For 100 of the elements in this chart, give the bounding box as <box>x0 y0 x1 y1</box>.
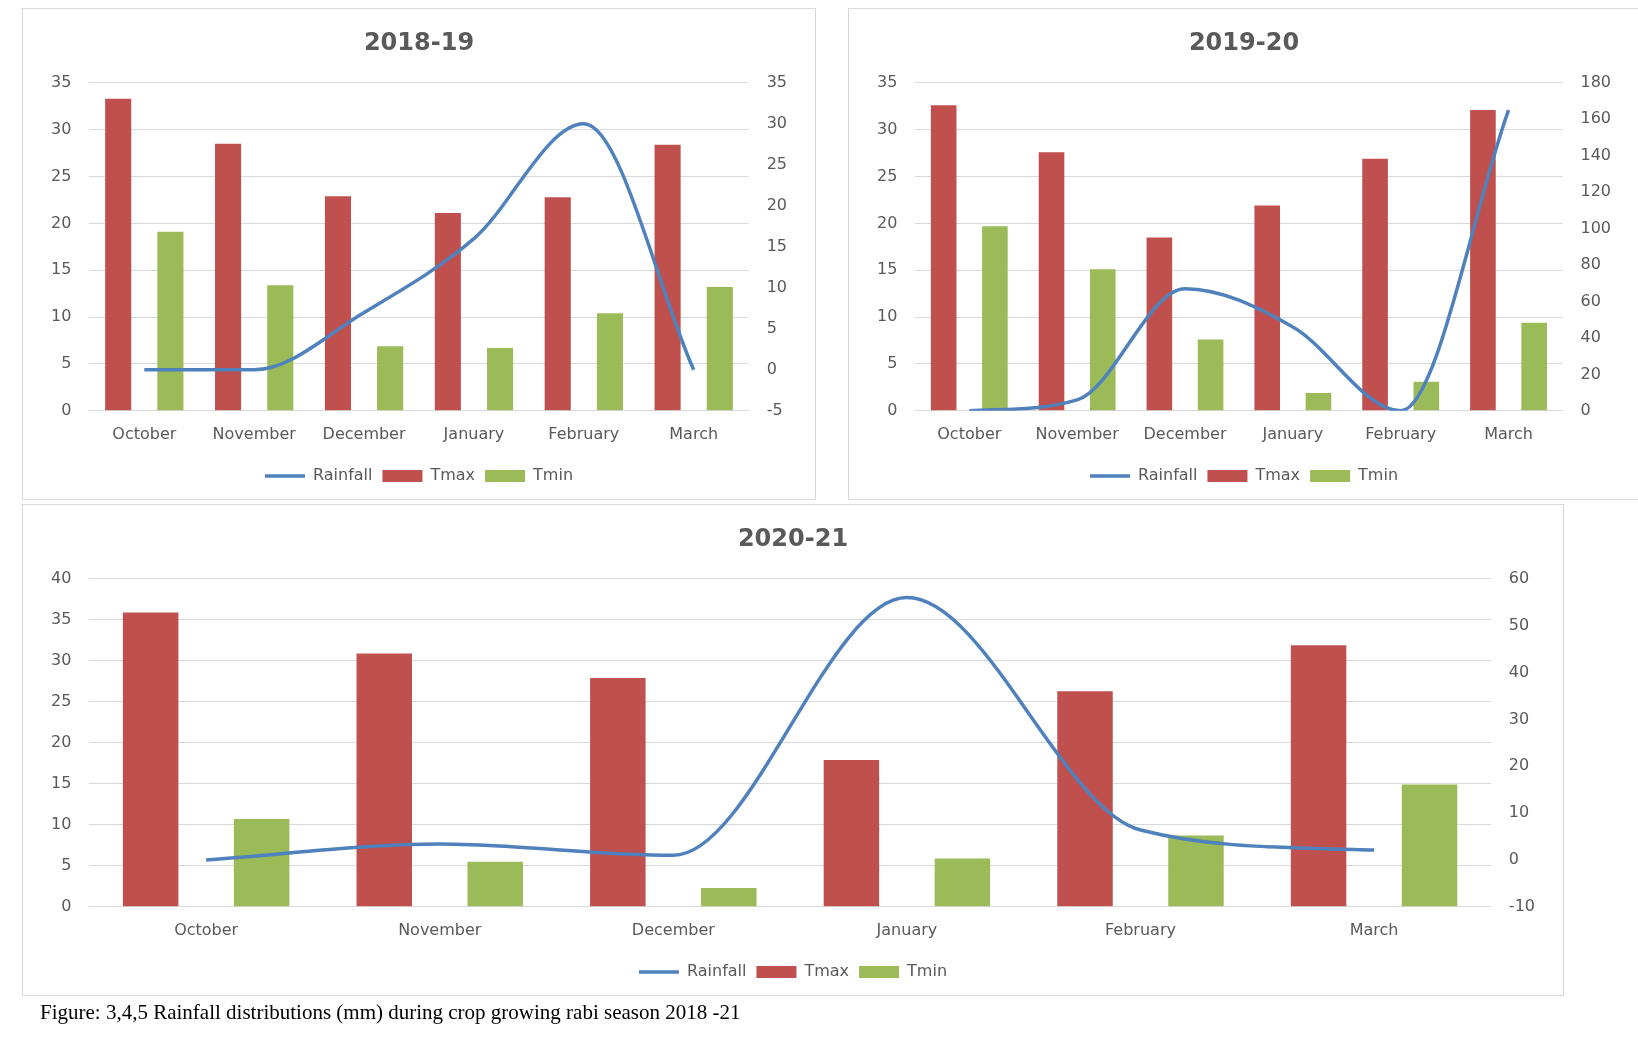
y-tick-label: 35 <box>877 71 898 91</box>
bar <box>1197 339 1224 411</box>
x-tick-label: March <box>669 423 719 443</box>
bar <box>1290 645 1347 907</box>
bar <box>823 760 880 907</box>
bar <box>157 231 184 411</box>
y-tick-label: 35 <box>51 608 72 628</box>
y-tick-label: 5 <box>61 353 72 373</box>
y-tick-label: 10 <box>877 306 898 326</box>
y2-tick-label: 25 <box>766 153 787 173</box>
y2-tick-label: 5 <box>766 317 777 337</box>
x-tick-label: February <box>1105 919 1176 939</box>
bar <box>267 285 294 411</box>
legend-label: Rainfall <box>686 961 747 981</box>
x-tick-label: March <box>1484 423 1533 443</box>
y2-tick-label: 0 <box>766 358 777 378</box>
bar <box>1057 691 1113 907</box>
y2-tick-label: 10 <box>766 276 787 296</box>
legend-label: Rainfall <box>1137 465 1198 485</box>
text: Figure: 3,4,5 Rainfall distributions (mm) during crop growing rabi season 2018 -21 <box>40 1000 741 1025</box>
legend-label: Tmin <box>1357 465 1399 485</box>
bar <box>356 653 412 907</box>
y-tick-label: 15 <box>51 259 72 279</box>
y2-tick-label: 30 <box>766 112 787 132</box>
bar <box>1305 392 1332 411</box>
y-tick-label: 5 <box>887 353 898 373</box>
bar <box>122 612 179 907</box>
y2-tick-label: 15 <box>766 235 787 255</box>
bar <box>590 678 646 907</box>
y-tick-label: 10 <box>51 306 72 326</box>
y2-tick-label: 20 <box>1580 363 1601 383</box>
x-tick-label: November <box>1035 423 1120 443</box>
y-tick-label: 15 <box>877 259 898 279</box>
bar <box>934 858 991 907</box>
y2-tick-label: -10 <box>1508 895 1536 915</box>
y-tick-label: 0 <box>887 399 898 419</box>
y-tick-label: 15 <box>51 772 72 792</box>
y-tick-label: 5 <box>61 854 72 874</box>
y2-tick-label: 40 <box>1508 661 1530 681</box>
bar <box>377 346 404 411</box>
x-tick-label: January <box>1261 423 1324 443</box>
bar <box>1470 109 1496 411</box>
y2-tick-label: 100 <box>1580 217 1612 237</box>
x-tick-label: October <box>937 423 1002 443</box>
y-tick-label: 35 <box>51 71 72 91</box>
bar <box>467 861 523 907</box>
y-tick-label: 25 <box>51 165 72 185</box>
y2-tick-label: -5 <box>766 399 783 419</box>
x-tick-label: February <box>548 423 620 443</box>
y-tick-label: 30 <box>51 649 72 669</box>
y2-tick-label: 160 <box>1580 108 1612 128</box>
bar <box>1362 158 1388 411</box>
legend-label: Tmax <box>803 961 850 981</box>
y-tick-label: 25 <box>51 690 72 710</box>
y-tick-label: 10 <box>51 813 72 833</box>
x-tick-label: December <box>631 919 716 939</box>
bar <box>982 226 1008 411</box>
bar <box>1146 237 1173 411</box>
y2-tick-label: 30 <box>1508 708 1530 728</box>
legend-label: Tmin <box>906 961 948 981</box>
y2-tick-label: 0 <box>1580 399 1591 419</box>
y-tick-label: 0 <box>61 399 72 419</box>
chart-title: 2020-21 <box>737 523 849 552</box>
bar <box>215 143 242 411</box>
bar <box>930 105 957 411</box>
y-tick-label: 20 <box>877 212 898 232</box>
y2-tick-label: 180 <box>1580 71 1612 91</box>
bar <box>654 144 681 411</box>
bar <box>1521 322 1547 411</box>
y2-tick-label: 20 <box>1508 755 1530 775</box>
y2-tick-label: 60 <box>1508 567 1530 587</box>
line-series <box>967 108 1511 411</box>
x-tick-label: March <box>1349 919 1399 939</box>
y-tick-label: 20 <box>51 731 72 751</box>
y2-tick-label: 0 <box>1508 849 1520 869</box>
y2-tick-label: 40 <box>1580 327 1601 347</box>
line-series <box>204 595 1376 862</box>
y2-tick-label: 120 <box>1580 181 1612 201</box>
line-series <box>142 122 696 372</box>
y2-tick-label: 80 <box>1580 254 1601 274</box>
y2-tick-label: 60 <box>1580 290 1601 310</box>
y-tick-label: 20 <box>51 212 72 232</box>
bar <box>486 348 514 411</box>
x-tick-label: February <box>1365 423 1437 443</box>
legend-label: Tmax <box>1254 465 1301 485</box>
x-tick-label: November <box>398 919 482 939</box>
x-tick-label: December <box>1143 423 1227 443</box>
bar <box>1089 269 1116 411</box>
bar <box>596 313 623 411</box>
bar <box>701 887 757 907</box>
y2-tick-label: 10 <box>1508 802 1530 822</box>
legend-label: Tmax <box>429 465 476 485</box>
y-tick-label: 30 <box>877 118 898 138</box>
legend-label: Rainfall <box>312 465 373 485</box>
legend-label: Tmin <box>532 465 574 485</box>
y2-tick-label: 35 <box>766 71 787 91</box>
bar <box>105 98 132 411</box>
y-tick-label: 0 <box>61 895 72 915</box>
y2-tick-label: 140 <box>1580 144 1612 164</box>
y-tick-label: 30 <box>51 118 72 138</box>
